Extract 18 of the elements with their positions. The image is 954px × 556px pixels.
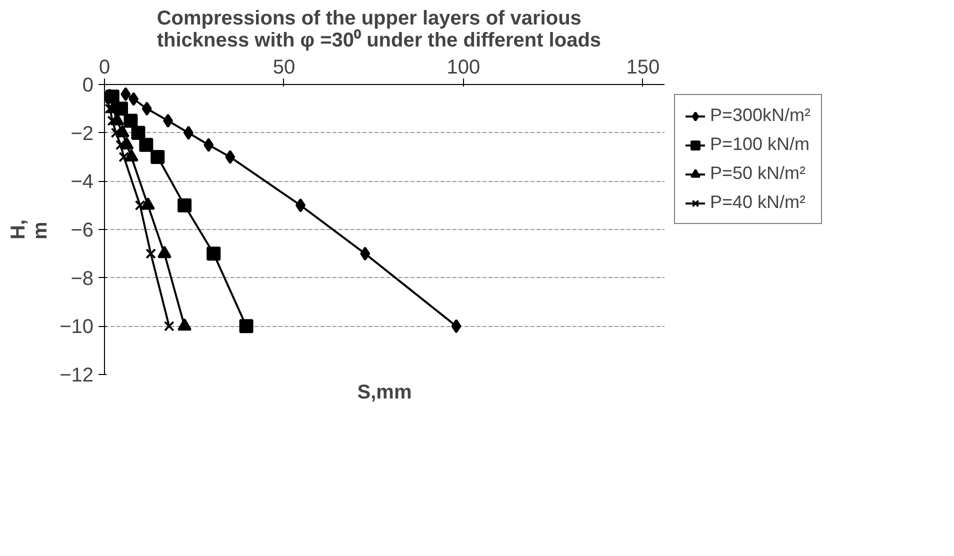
x-tick-label: 100 [446,56,480,78]
x-axis-title: S,mm [357,382,412,404]
y-tick-label: −10 [60,316,94,338]
x-tick-label: 50 [272,56,296,78]
y-tick-label: −4 [70,171,94,194]
y-tick-label: −6 [70,220,94,242]
y-axis-title: H, m [8,220,52,240]
y-tick-label: −2 [70,122,94,145]
y-tick-label: 0 [82,74,94,96]
y-tick-label: −12 [60,364,94,386]
legend-label: P=100 kN/m [710,134,810,155]
legend-label: P=50 kN/m² [710,163,806,184]
chart-title: Compressions of the upper layers of various thickness with φ =30⁰ under the different loads [156,8,602,52]
x-tick-label: 0 [98,56,110,78]
legend-label: P=300kN/m² [710,105,811,126]
y-tick-label: −8 [70,268,94,290]
legend-label: P=40 kN/m² [710,192,806,213]
x-tick-label: 150 [626,56,660,78]
